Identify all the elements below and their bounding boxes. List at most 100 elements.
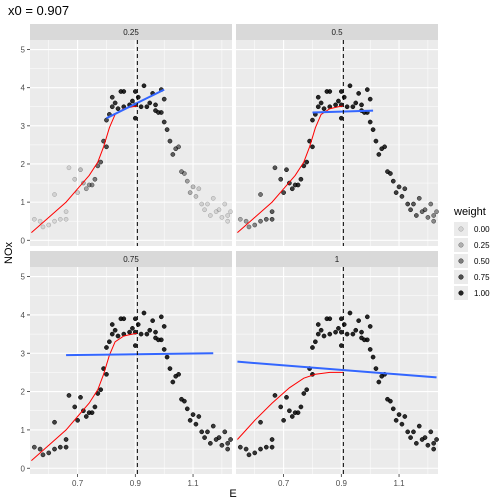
x-tick-label: 0.9	[130, 479, 142, 488]
data-point	[127, 329, 132, 335]
data-point	[388, 398, 393, 404]
data-point	[112, 327, 118, 333]
data-point	[318, 327, 324, 333]
y-tick-label: 2	[21, 388, 26, 397]
data-point	[141, 83, 147, 89]
data-point	[135, 322, 141, 327]
data-point	[190, 412, 196, 417]
data-point	[359, 329, 364, 335]
data-point	[40, 452, 46, 458]
legend-label: 0.25	[474, 241, 490, 250]
data-point	[196, 414, 202, 419]
data-point	[321, 333, 327, 339]
data-point	[315, 94, 321, 100]
data-point	[216, 207, 222, 213]
data-point	[359, 102, 364, 108]
x-tick-label: 1.1	[393, 479, 405, 488]
y-tick-label: 3	[21, 349, 26, 358]
data-point	[219, 215, 225, 220]
x-tick-label: 0.7	[72, 479, 84, 488]
data-point	[422, 207, 428, 213]
data-point	[356, 91, 361, 96]
data-point	[434, 209, 439, 215]
y-tick-label: 2	[21, 160, 26, 169]
data-point	[425, 215, 431, 220]
data-point	[298, 404, 304, 410]
y-axis-title: NOx	[3, 242, 15, 265]
data-point	[66, 165, 72, 171]
data-point	[252, 222, 258, 228]
data-point	[315, 322, 321, 327]
data-point	[158, 110, 164, 115]
data-point	[121, 89, 127, 94]
data-point	[370, 127, 376, 132]
data-point	[52, 446, 57, 452]
data-point	[115, 333, 121, 339]
data-point	[176, 144, 181, 150]
data-point	[246, 452, 252, 458]
legend-label: 1.00	[474, 289, 490, 298]
facet-strip-label: 0.5	[331, 28, 343, 37]
data-point	[52, 218, 57, 224]
local-fit-line	[312, 109, 374, 114]
data-point	[243, 446, 249, 452]
data-point	[344, 331, 350, 337]
data-point	[414, 213, 419, 218]
x-tick-label: 0.9	[336, 479, 348, 488]
data-point	[301, 391, 307, 396]
data-point	[150, 318, 155, 324]
data-point	[327, 331, 333, 337]
data-point	[422, 435, 428, 440]
data-point	[347, 310, 353, 316]
data-point	[72, 404, 78, 410]
data-point	[52, 419, 57, 425]
panel-background	[30, 40, 232, 246]
legend-label: 0.75	[474, 273, 490, 282]
data-point	[338, 343, 344, 348]
data-point	[46, 222, 52, 228]
data-point	[130, 325, 135, 331]
data-point	[132, 115, 138, 121]
data-point	[353, 327, 359, 333]
data-point	[289, 186, 295, 192]
data-point	[138, 104, 144, 110]
facet-strip	[236, 24, 438, 40]
data-point	[98, 387, 104, 393]
data-point	[187, 190, 193, 195]
data-point	[431, 218, 437, 224]
facet-strip-label: 0.25	[123, 28, 139, 37]
data-point	[37, 446, 43, 452]
data-point	[263, 216, 269, 222]
data-point	[170, 379, 176, 385]
facet-panel: 0.75 0 1 2 3 4 5 0.7 0.9 1.1	[21, 251, 233, 488]
legend-symbol	[458, 290, 464, 296]
legend-label: 0.00	[474, 225, 490, 234]
data-point	[336, 98, 341, 104]
data-point	[315, 104, 321, 110]
data-point	[92, 176, 98, 182]
data-point	[341, 322, 347, 327]
data-point	[356, 318, 361, 324]
data-point	[243, 218, 249, 224]
data-point	[147, 100, 153, 106]
data-point	[396, 412, 402, 417]
data-point	[350, 331, 356, 337]
data-point	[289, 414, 295, 419]
data-point	[31, 444, 37, 450]
data-point	[196, 186, 202, 192]
data-point	[338, 115, 344, 121]
facet-panel: 1 0.7 0.9 1.1	[236, 251, 439, 488]
data-point	[336, 325, 341, 331]
data-point	[287, 408, 292, 414]
data-point	[272, 165, 278, 171]
legend-title: weight	[453, 206, 486, 218]
data-point	[210, 423, 216, 429]
data-point	[258, 192, 263, 197]
data-point	[367, 119, 373, 125]
data-point	[182, 398, 187, 404]
data-point	[333, 329, 338, 335]
data-point	[376, 152, 382, 157]
data-point	[78, 167, 83, 173]
data-point	[431, 446, 437, 452]
x-tick-label: 0.7	[278, 479, 290, 488]
